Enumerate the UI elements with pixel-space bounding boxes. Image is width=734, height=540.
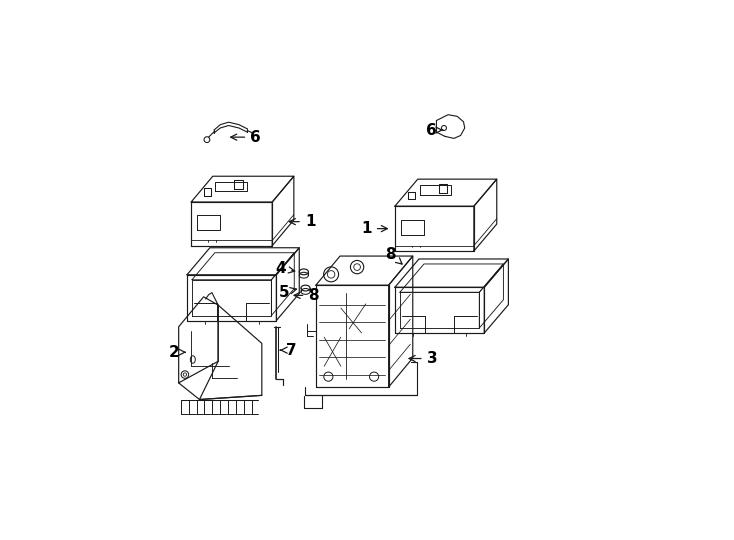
Text: 1: 1 <box>289 214 316 229</box>
Text: 4: 4 <box>276 261 295 276</box>
Text: 5: 5 <box>279 285 297 300</box>
Text: 6: 6 <box>230 130 261 145</box>
Text: 2: 2 <box>168 345 185 360</box>
Text: 6: 6 <box>426 123 443 138</box>
Text: 8: 8 <box>385 247 402 264</box>
Text: 8: 8 <box>294 288 319 303</box>
Text: 3: 3 <box>409 351 437 366</box>
Text: 1: 1 <box>361 221 388 236</box>
Text: 7: 7 <box>280 343 297 357</box>
